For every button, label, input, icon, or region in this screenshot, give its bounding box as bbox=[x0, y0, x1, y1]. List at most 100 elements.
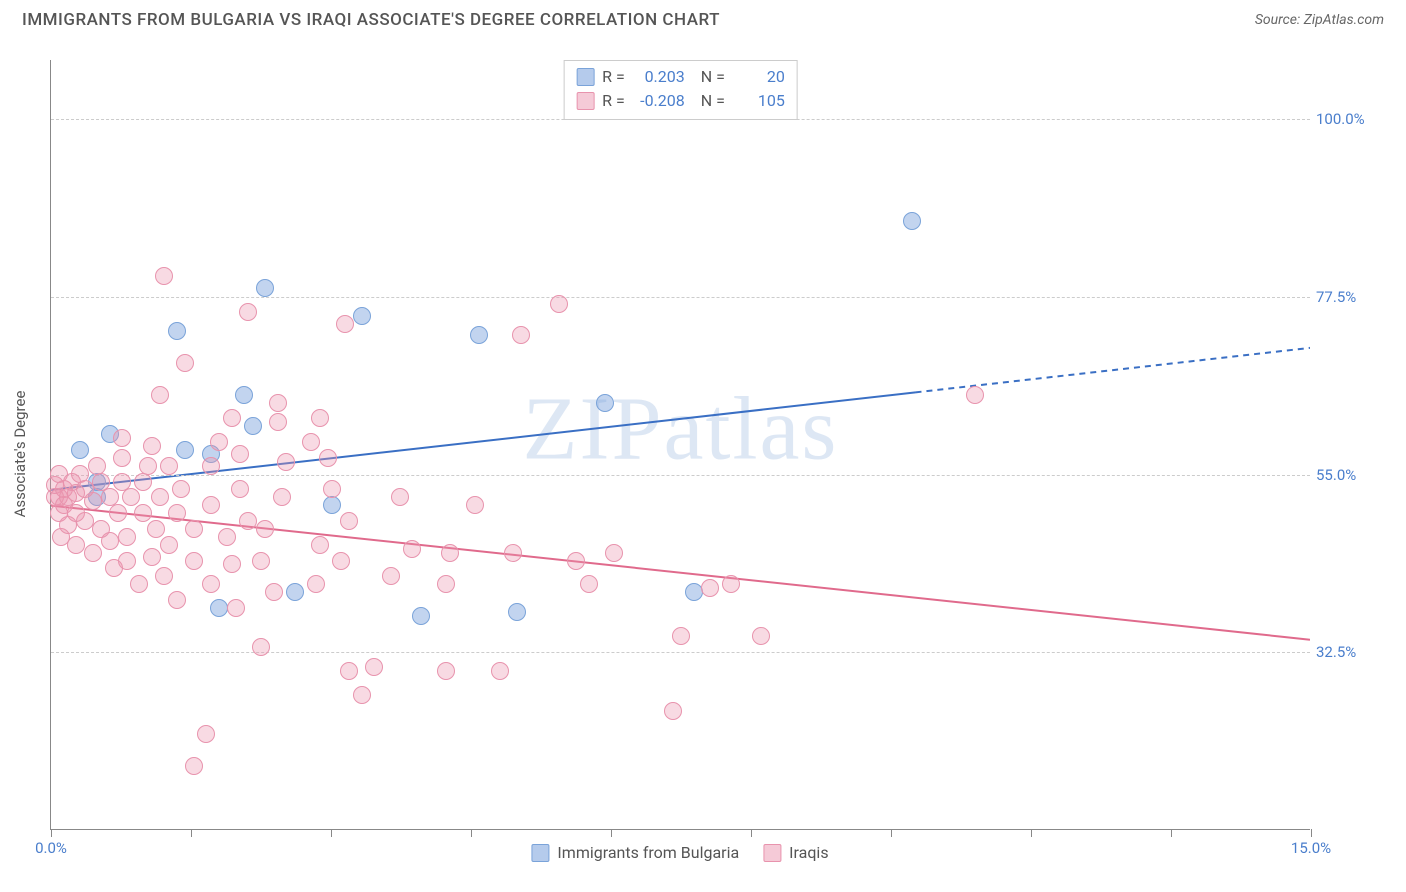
point-blue bbox=[168, 322, 186, 340]
point-pink bbox=[118, 528, 136, 546]
point-pink bbox=[340, 662, 358, 680]
point-pink bbox=[101, 532, 119, 550]
point-blue bbox=[903, 212, 921, 230]
point-blue bbox=[71, 441, 89, 459]
y-tick-label: 32.5% bbox=[1316, 643, 1372, 661]
point-pink bbox=[252, 552, 270, 570]
point-pink bbox=[491, 662, 509, 680]
point-pink bbox=[302, 433, 320, 451]
point-pink bbox=[134, 473, 152, 491]
point-pink bbox=[168, 504, 186, 522]
point-pink bbox=[672, 627, 690, 645]
point-blue bbox=[323, 496, 341, 514]
point-pink bbox=[122, 488, 140, 506]
chart-title: IMMIGRANTS FROM BULGARIA VS IRAQI ASSOCI… bbox=[22, 10, 720, 30]
point-pink bbox=[605, 544, 623, 562]
chart-area: Associate's Degree ZIPatlas R = 0.203 N … bbox=[50, 60, 1310, 830]
x-tick bbox=[51, 829, 52, 837]
point-pink bbox=[160, 457, 178, 475]
point-pink bbox=[277, 453, 295, 471]
r-value-blue: 0.203 bbox=[633, 65, 685, 89]
point-pink bbox=[76, 512, 94, 530]
point-pink bbox=[134, 504, 152, 522]
point-blue bbox=[176, 441, 194, 459]
point-pink bbox=[311, 409, 329, 427]
swatch-blue bbox=[576, 68, 594, 86]
point-pink bbox=[185, 520, 203, 538]
point-blue bbox=[210, 599, 228, 617]
point-pink bbox=[223, 555, 241, 573]
point-pink bbox=[155, 567, 173, 585]
point-pink bbox=[466, 496, 484, 514]
gridline-h bbox=[51, 297, 1310, 298]
point-pink bbox=[269, 394, 287, 412]
point-pink bbox=[160, 536, 178, 554]
point-blue bbox=[286, 583, 304, 601]
swatch-pink bbox=[576, 92, 594, 110]
point-pink bbox=[966, 386, 984, 404]
point-pink bbox=[252, 638, 270, 656]
point-pink bbox=[701, 579, 719, 597]
point-pink bbox=[168, 591, 186, 609]
point-pink bbox=[239, 303, 257, 321]
x-tick bbox=[611, 829, 612, 837]
point-pink bbox=[722, 575, 740, 593]
gridline-h bbox=[51, 119, 1310, 120]
point-pink bbox=[752, 627, 770, 645]
n-label: N = bbox=[693, 89, 725, 113]
point-blue bbox=[596, 394, 614, 412]
x-tick bbox=[751, 829, 752, 837]
point-pink bbox=[118, 552, 136, 570]
point-pink bbox=[265, 583, 283, 601]
point-pink bbox=[332, 552, 350, 570]
point-pink bbox=[130, 575, 148, 593]
n-label: N = bbox=[693, 65, 725, 89]
point-pink bbox=[336, 315, 354, 333]
point-blue bbox=[412, 607, 430, 625]
point-blue bbox=[353, 307, 371, 325]
legend-item-blue: Immigrants from Bulgaria bbox=[531, 843, 739, 862]
point-pink bbox=[437, 662, 455, 680]
r-label: R = bbox=[602, 65, 625, 89]
x-tick bbox=[1031, 829, 1032, 837]
point-pink bbox=[227, 599, 245, 617]
point-pink bbox=[441, 544, 459, 562]
point-pink bbox=[403, 540, 421, 558]
point-pink bbox=[664, 702, 682, 720]
point-blue bbox=[235, 386, 253, 404]
point-pink bbox=[269, 413, 287, 431]
point-pink bbox=[567, 552, 585, 570]
point-pink bbox=[172, 480, 190, 498]
point-pink bbox=[512, 326, 530, 344]
point-pink bbox=[365, 658, 383, 676]
r-label: R = bbox=[602, 89, 625, 113]
y-tick-label: 55.0% bbox=[1316, 466, 1372, 484]
point-pink bbox=[197, 725, 215, 743]
point-pink bbox=[340, 512, 358, 530]
point-pink bbox=[151, 488, 169, 506]
point-pink bbox=[382, 567, 400, 585]
r-value-pink: -0.208 bbox=[633, 89, 685, 113]
point-blue bbox=[256, 279, 274, 297]
point-blue bbox=[470, 326, 488, 344]
point-blue bbox=[244, 417, 262, 435]
point-pink bbox=[391, 488, 409, 506]
x-tick bbox=[891, 829, 892, 837]
point-pink bbox=[256, 520, 274, 538]
point-pink bbox=[231, 480, 249, 498]
point-pink bbox=[223, 409, 241, 427]
n-value-pink: 105 bbox=[733, 89, 785, 113]
point-pink bbox=[202, 575, 220, 593]
y-axis-label: Associate's Degree bbox=[11, 391, 29, 518]
point-blue bbox=[508, 603, 526, 621]
point-blue bbox=[685, 583, 703, 601]
stats-row-blue: R = 0.203 N = 20 bbox=[576, 65, 785, 89]
legend-label-pink: Iraqis bbox=[789, 843, 828, 862]
x-tick bbox=[1311, 829, 1312, 837]
point-pink bbox=[84, 544, 102, 562]
point-pink bbox=[202, 496, 220, 514]
point-pink bbox=[239, 512, 257, 530]
y-tick-label: 77.5% bbox=[1316, 288, 1372, 306]
point-pink bbox=[155, 267, 173, 285]
point-pink bbox=[353, 686, 371, 704]
